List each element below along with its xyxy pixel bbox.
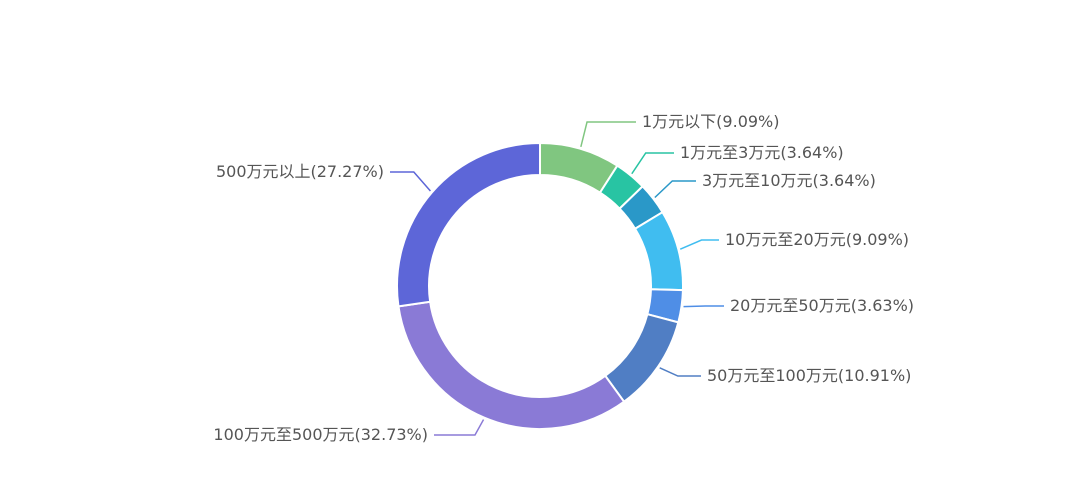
slice-label-2: 1万元至3万元(3.64%) <box>680 143 844 162</box>
leader-line-6 <box>659 367 701 377</box>
donut-slice-8 <box>396 142 541 308</box>
leader-line-5 <box>683 305 724 308</box>
donut-slice-7 <box>397 300 626 430</box>
slice-label-7: 100万元至500万元(32.73%) <box>213 425 428 444</box>
donut-slice-4 <box>634 211 684 292</box>
leader-line-7 <box>434 419 485 436</box>
leader-line-4 <box>679 239 719 250</box>
slice-labels: 1万元以下(9.09%) 1万元至3万元(3.64%) 3万元至10万元(3.64%… <box>213 112 914 444</box>
slice-label-6: 50万元至100万元(10.91%) <box>707 366 911 385</box>
donut-slice-6 <box>604 313 680 403</box>
slice-label-5: 20万元至50万元(3.63%) <box>730 296 914 315</box>
slice-label-4: 10万元至20万元(9.09%) <box>725 230 909 249</box>
slice-label-8: 500万元以上(27.27%) <box>216 162 384 181</box>
leader-line-8 <box>390 171 431 192</box>
label-leader-lines <box>390 121 724 436</box>
slice-label-1: 1万元以下(9.09%) <box>642 112 780 131</box>
leader-line-1 <box>580 121 636 148</box>
leader-line-3 <box>654 180 696 199</box>
donut-slices <box>396 142 684 430</box>
slice-label-3: 3万元至10万元(3.64%) <box>702 171 876 190</box>
leader-line-2 <box>631 152 674 175</box>
